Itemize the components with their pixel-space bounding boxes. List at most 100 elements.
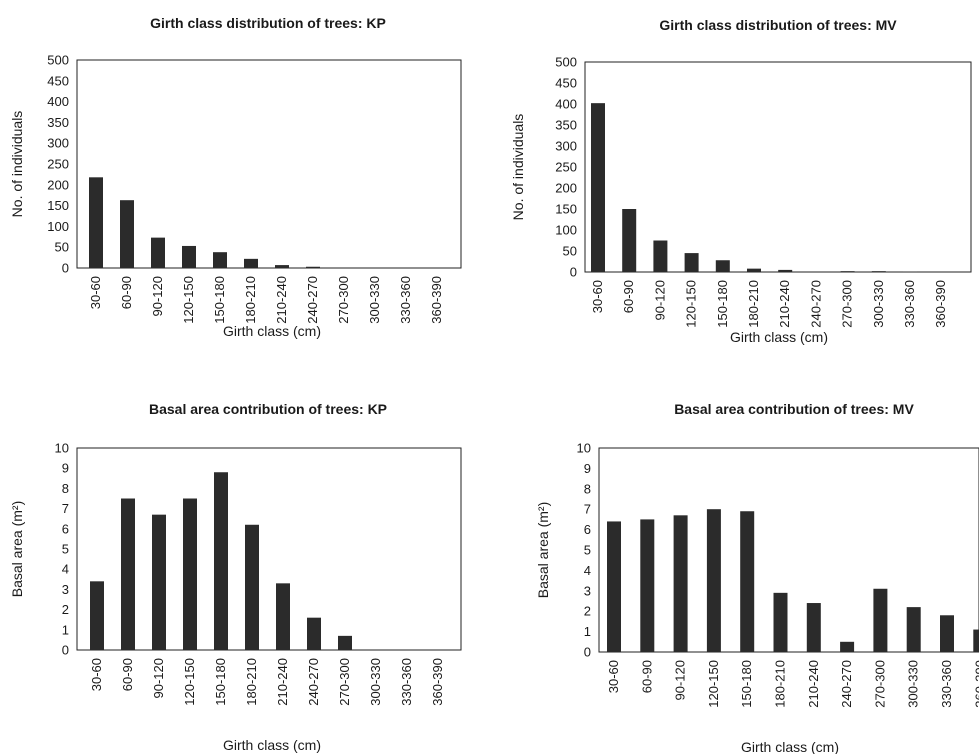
x-tick-label: 60-90 (639, 660, 654, 693)
y-tick-label: 3 (584, 583, 591, 598)
y-tick-label: 250 (555, 160, 577, 175)
chart-title: Basal area contribution of trees: KP (149, 401, 387, 417)
bar-30-60 (607, 521, 621, 652)
bar-270-300 (873, 588, 888, 652)
y-tick-label: 9 (62, 461, 69, 476)
x-tick-label: 30-60 (89, 658, 104, 691)
y-tick-label: 50 (563, 244, 577, 259)
x-tick-label: 210-240 (777, 280, 792, 328)
bar-150-180 (715, 260, 730, 272)
x-tick-label: 300-330 (368, 658, 383, 706)
bar-180-210 (773, 592, 788, 652)
x-tick-label: 300-330 (367, 276, 382, 324)
x-tick-label: 90-120 (652, 280, 667, 320)
x-tick-label: 120-150 (684, 280, 699, 328)
y-tick-label: 350 (47, 115, 69, 130)
y-axis-label: No. of individuals (9, 111, 25, 218)
x-tick-label: 330-360 (399, 658, 414, 706)
bar-90-120 (151, 237, 165, 268)
x-tick-label: 240-270 (839, 660, 854, 708)
y-tick-label: 200 (47, 177, 69, 192)
mv-basal-group: Basal area contribution of trees: MV 0 1 2 3… (535, 401, 979, 754)
x-tick-label: 150-180 (212, 276, 227, 324)
y-tick-label: 10 (577, 441, 591, 456)
x-tick-label: 300-330 (871, 280, 886, 328)
bar-90-120 (653, 240, 668, 272)
y-tick-label: 4 (584, 563, 591, 578)
x-tick-label: 240-270 (808, 280, 823, 328)
bar-330-360 (940, 615, 954, 652)
bar-300-330 (906, 607, 921, 652)
x-tick-label: 150-180 (213, 658, 228, 706)
bar-210-240 (276, 583, 290, 650)
y-tick-label: 8 (62, 481, 69, 496)
y-tick-label: 7 (62, 501, 69, 516)
y-tick-label: 2 (584, 604, 591, 619)
bar-270-300 (338, 635, 352, 650)
y-tick-label: 8 (584, 481, 591, 496)
y-tick-label: 0 (584, 645, 591, 660)
bar-120-150 (706, 509, 721, 652)
y-tick-label: 10 (55, 441, 69, 456)
y-tick-label: 450 (47, 73, 69, 88)
bar-60-90 (640, 519, 655, 652)
y-tick-label: 400 (47, 94, 69, 109)
x-tick-label: 30-60 (590, 280, 605, 313)
x-tick-label: 270-300 (872, 660, 887, 708)
chart-title: Basal area contribution of trees: MV (674, 401, 914, 417)
y-axis-label: Basal area (m²) (9, 501, 25, 597)
bar-240-270 (840, 641, 855, 652)
y-tick-label: 300 (47, 136, 69, 151)
x-tick-label: 330-360 (902, 280, 917, 328)
plot-frame (76, 59, 462, 269)
y-tick-label: 100 (47, 219, 69, 234)
x-tick-label: 300-330 (906, 660, 921, 708)
bar-90-120 (673, 515, 688, 652)
y-tick-label: 2 (62, 602, 69, 617)
bar-210-240 (778, 269, 793, 272)
x-tick-label: 270-300 (840, 280, 855, 328)
y-tick-label: 250 (47, 157, 69, 172)
bar-210-240 (806, 603, 821, 652)
x-tick-label: 30-60 (88, 276, 103, 309)
y-tick-label: 9 (584, 461, 591, 476)
bar-90-120 (152, 514, 166, 650)
chart-title: Girth class distribution of trees: KP (150, 15, 386, 31)
x-tick-label: 210-240 (275, 658, 290, 706)
bar-150-180 (740, 511, 755, 652)
x-tick-label: 180-210 (773, 660, 788, 708)
x-tick-label: 60-90 (119, 276, 134, 309)
y-tick-label: 400 (555, 97, 577, 112)
bar-180-210 (244, 258, 258, 268)
bar-270-300 (840, 271, 855, 272)
x-tick-label: 90-120 (673, 660, 688, 700)
bar-300-330 (871, 271, 886, 272)
x-tick-label: 180-210 (243, 276, 258, 324)
x-tick-label: 180-210 (244, 658, 259, 706)
x-tick-label: 90-120 (150, 276, 165, 316)
bar-150-180 (213, 252, 227, 268)
x-tick-label: 360-390 (429, 276, 444, 324)
plot-frame (598, 447, 979, 653)
x-tick-label: 120-150 (706, 660, 721, 708)
x-tick-label: 240-270 (306, 658, 321, 706)
x-axis-label: Girth class (cm) (223, 323, 321, 339)
x-tick-label: 60-90 (621, 280, 636, 313)
x-tick-label: 60-90 (120, 658, 135, 691)
bar-210-240 (275, 265, 289, 268)
y-tick-label: 0 (570, 265, 577, 280)
x-tick-label: 120-150 (182, 658, 197, 706)
y-tick-label: 5 (62, 542, 69, 557)
bar-120-150 (183, 498, 197, 650)
plot-frame (76, 447, 462, 651)
x-tick-label: 270-300 (337, 658, 352, 706)
y-tick-label: 7 (584, 502, 591, 517)
y-tick-label: 0 (62, 643, 69, 658)
x-axis-label: Girth class (cm) (730, 329, 828, 345)
bar-30-60 (90, 581, 104, 650)
x-tick-label: 270-300 (336, 276, 351, 324)
y-tick-label: 150 (47, 198, 69, 213)
x-tick-label: 330-360 (939, 660, 954, 708)
bar-240-270 (307, 617, 321, 650)
